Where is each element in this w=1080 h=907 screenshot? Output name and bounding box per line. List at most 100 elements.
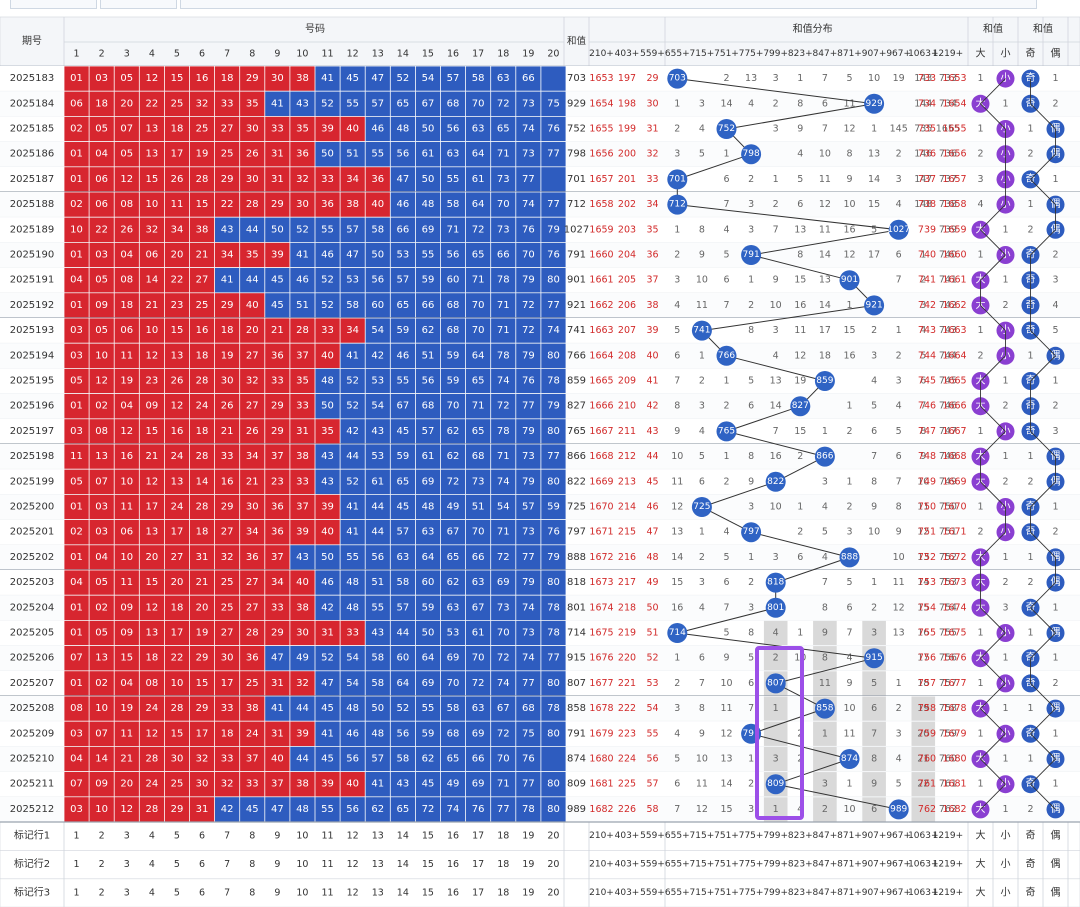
table-row[interactable]: 2025195 05 12 19 23 26 28 30 32 33 35 48 52 53 55 56 59 6… <box>0 368 1080 394</box>
number-cell <box>89 116 114 142</box>
table-row[interactable]: 2025193 03 05 06 10 15 16 18 20 21 28 33 34 54 59 62 68 7… <box>0 318 1080 344</box>
table-row[interactable]: 2025190 01 03 04 06 20 21 34 35 39 41 46 47 50 53 55 56 6… <box>0 242 1080 268</box>
number-cell <box>315 721 340 746</box>
table-row[interactable]: 2025204 01 02 09 12 18 20 25 27 33 38 42 48 55 57 59 63 6… <box>0 595 1080 621</box>
table-row[interactable]: 2025211 07 09 20 24 25 30 32 33 37 38 39 40 41 43 45 49 6… <box>0 771 1080 798</box>
table-row[interactable]: 2025202 01 04 10 20 27 31 32 36 37 43 50 55 56 63 64 65 6… <box>0 544 1080 571</box>
number-cell-text: 38 <box>296 602 309 613</box>
number-cell <box>541 394 566 419</box>
table-row[interactable]: 2025192 01 09 18 21 23 25 29 40 45 51 52 58 60 65 66 68 7… <box>0 292 1080 319</box>
table-row[interactable]: 2025194 03 10 11 12 13 18 19 27 36 37 40 41 42 46 51 59 6… <box>0 343 1080 369</box>
number-cell-text: 70 <box>472 653 485 664</box>
number-cell <box>265 419 290 444</box>
table-row[interactable]: 2025188 02 06 08 10 11 15 22 28 29 30 36 38 40 46 48 58 6… <box>0 192 1080 218</box>
number-cell-text: 04 <box>120 250 133 261</box>
number-cell <box>315 444 340 469</box>
number-cell <box>440 167 466 192</box>
table-row[interactable]: 2025206 07 13 15 18 22 29 30 36 47 49 52 54 58 60 64 69 7… <box>0 645 1080 672</box>
number-cell-text: 64 <box>472 350 485 361</box>
marker-dist-label: 751+ <box>714 831 739 841</box>
table-row[interactable]: 2025201 02 03 06 13 17 18 27 34 36 39 40 41 44 57 63 67 7… <box>0 519 1080 546</box>
table-row[interactable]: 2025210 04 14 21 28 30 32 33 37 40 44 45 56 57 58 62 65 6… <box>0 746 1080 772</box>
table-row[interactable]: 2025184 06 18 20 22 25 32 33 35 41 43 52 55 57 65 67 68 7… <box>0 91 1080 117</box>
marker-cell: 2 <box>99 831 105 842</box>
trend-line <box>677 153 752 180</box>
table-row[interactable]: 2025185 02 05 07 13 18 25 27 30 33 35 39 40 46 48 50 56 6… <box>0 116 1080 142</box>
dist-cell: 3 <box>773 325 779 336</box>
number-cell <box>265 746 290 772</box>
sum-circle <box>667 194 688 215</box>
table-row[interactable]: 2025212 03 10 12 28 29 31 42 45 47 48 55 56 62 65 72 74 7… <box>0 796 1080 823</box>
table-row[interactable]: 2025205 01 05 09 13 17 19 27 28 29 30 31 33 43 44 50 53 6… <box>0 620 1080 646</box>
table-row[interactable]: 2025199 05 07 10 12 13 14 16 21 23 33 43 52 61 65 69 72 7… <box>0 469 1080 495</box>
number-cell-text: 72 <box>497 653 510 664</box>
number-cell <box>265 671 290 696</box>
table-row[interactable]: 2025191 04 05 08 14 22 27 41 44 45 46 52 53 56 57 59 60 7… <box>0 267 1080 294</box>
number-cell <box>64 520 89 545</box>
table-row[interactable]: 2025207 01 02 04 08 10 15 17 25 31 32 47 54 58 64 69 70 7… <box>0 670 1080 697</box>
dist-cell: 9 <box>871 502 877 513</box>
parity-count: 1 <box>1027 552 1033 563</box>
table-row[interactable]: 2025189 10 22 26 32 34 38 43 44 50 52 55 57 58 66 69 71 7… <box>0 217 1080 243</box>
number-cell <box>164 595 190 620</box>
table-row[interactable]: 2025200 01 03 11 17 24 28 29 30 36 37 39 41 44 45 48 49 5… <box>0 494 1080 520</box>
marker-row-label: 标记行3 <box>14 886 50 899</box>
number-cell <box>466 620 491 646</box>
table-row[interactable]: 2025183 01 03 05 12 15 16 18 29 30 38 41 45 47 52 54 57 5… <box>0 66 1080 92</box>
marker-row[interactable]: 标记行1 1 2 3 4 5 6 7 8 9 10 11 12 13 14 15 16 17 18 19 20 210+ 4… <box>0 829 1080 851</box>
number-cell <box>340 570 365 595</box>
dist-cell: 20 <box>917 728 929 739</box>
top-tab[interactable] <box>10 0 97 9</box>
table-row[interactable]: 2025209 03 07 11 12 15 17 18 24 31 39 41 46 48 56 59 68 6… <box>0 721 1080 747</box>
table-row[interactable]: 2025198 11 13 16 21 24 28 33 34 37 38 43 44 53 59 61 62 6… <box>0 444 1080 470</box>
number-cell-text: 65 <box>396 476 409 487</box>
number-cell-text: 55 <box>447 174 460 185</box>
dist-cell: 747 <box>939 426 957 437</box>
marker-row[interactable]: 标记行3 1 2 3 4 5 6 7 8 9 10 11 12 13 14 15 16 17 18 19 20 210+ 4… <box>0 886 1080 907</box>
number-cell-text: 34 <box>246 527 259 538</box>
dist-cell: 5 <box>723 250 729 261</box>
number-cell-text: 04 <box>70 577 83 588</box>
marker-row[interactable]: 标记行2 1 2 3 4 5 6 7 8 9 10 11 12 13 14 15 16 17 18 19 20 210+ 4… <box>0 857 1080 880</box>
number-cell <box>365 66 390 91</box>
number-cell-text: 53 <box>371 451 384 462</box>
number-cell-text: 63 <box>396 552 409 563</box>
number-cell <box>516 520 541 545</box>
table-row[interactable]: 2025197 03 08 12 15 16 18 21 26 29 31 35 42 43 45 57 62 6… <box>0 418 1080 445</box>
marker-big: 大 <box>976 857 986 870</box>
table-row[interactable]: 2025187 01 06 12 15 26 28 29 30 31 32 33 34 36 47 50 55 6… <box>0 166 1080 193</box>
number-cell-text: 75 <box>522 728 535 739</box>
number-cell-text: 05 <box>95 577 108 588</box>
number-cell <box>315 797 340 822</box>
ext-cell: 743 <box>918 325 936 336</box>
table-row[interactable]: 2025208 08 10 19 24 28 29 33 38 41 44 45 48 50 52 55 58 6… <box>0 696 1080 722</box>
number-cell-text: 33 <box>271 124 284 135</box>
table-row[interactable]: 2025203 04 05 11 15 20 21 25 27 34 40 46 48 51 58 60 62 6… <box>0 570 1080 596</box>
number-cell-text: 74 <box>522 199 535 210</box>
number-cell <box>240 595 265 620</box>
table-row[interactable]: 2025186 01 04 05 13 17 19 25 26 31 36 50 51 55 56 61 63 6… <box>0 141 1080 168</box>
number-cell-text: 26 <box>171 376 184 387</box>
table-row[interactable]: 2025196 01 02 04 09 12 24 26 27 29 33 50 52 54 67 68 70 7… <box>0 393 1080 420</box>
dist-cell: 13 <box>893 628 905 639</box>
dist-cell: 17 <box>819 325 831 336</box>
number-cell-text: 46 <box>296 275 309 286</box>
top-tab[interactable] <box>100 0 177 9</box>
number-cell <box>466 545 491 570</box>
number-cell <box>114 671 139 696</box>
number-cell-text: 52 <box>346 376 359 387</box>
number-cell <box>139 318 164 343</box>
number-cell-text: 52 <box>396 73 409 84</box>
marker-cell: 20 <box>547 859 559 870</box>
top-tab[interactable] <box>180 0 1037 9</box>
number-cell <box>390 520 415 545</box>
number-cell <box>440 721 466 746</box>
dist-cell: 1 <box>896 678 902 689</box>
ext-cell: 1677 <box>942 678 966 689</box>
number-cell-text: 79 <box>522 350 535 361</box>
marker-dist-label: 403+ <box>615 888 640 898</box>
number-cell <box>315 293 340 318</box>
number-cell <box>340 520 365 545</box>
number-cell <box>415 268 441 293</box>
number-cell <box>516 797 541 822</box>
